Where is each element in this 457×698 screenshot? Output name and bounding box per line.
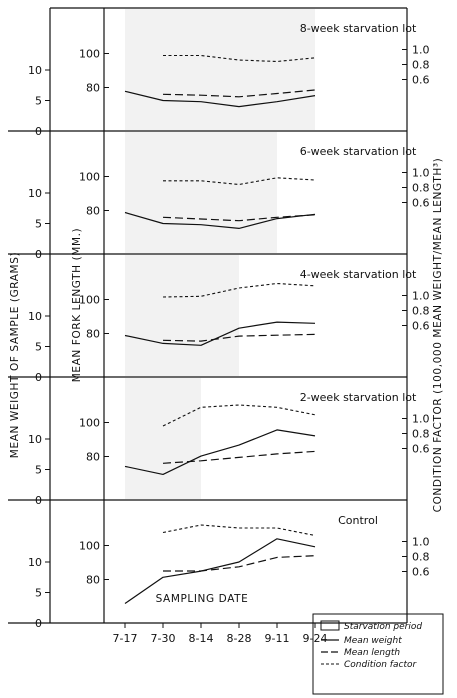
starvation-period-box <box>125 132 277 253</box>
length-tick-label: 100 <box>79 417 100 430</box>
length-tick-label: 80 <box>86 574 100 587</box>
panel-title: 4-week starvation lot <box>300 268 417 281</box>
length-tick-label: 80 <box>86 451 100 464</box>
mean-weight-line <box>124 211 316 229</box>
condition-tick-label: 1.0 <box>412 44 430 57</box>
condition-tick-label: 0.6 <box>412 197 430 210</box>
condition-tick-label: 1.0 <box>412 536 430 549</box>
condition-factor-line <box>162 404 316 427</box>
weight-tick-label: 10 <box>28 433 42 446</box>
starvation-period-box <box>125 255 239 376</box>
legend-label-length: Mean length <box>344 648 400 658</box>
y-axis-label-length: MEAN FORK LENGTH (MM.) <box>71 228 83 383</box>
condition-tick-label: 0.8 <box>412 551 430 564</box>
weight-tick-label: 0 <box>35 494 42 507</box>
panel-title: 6-week starvation lot <box>300 145 417 158</box>
mean-length-line <box>162 89 316 98</box>
weight-tick-label: 0 <box>35 617 42 630</box>
x-tick-label: 8-28 <box>227 632 252 645</box>
condition-factor-line <box>163 177 316 186</box>
condition-factor-line <box>162 282 316 298</box>
condition-tick-label: 0.8 <box>412 182 430 195</box>
weight-tick-label: 10 <box>28 187 42 200</box>
weight-tick-label: 10 <box>28 556 42 569</box>
condition-tick-label: 1.0 <box>412 290 430 303</box>
weight-tick-label: 5 <box>35 587 42 600</box>
panel-3: 0 5 10 80 100 0.6 0.8 1.0 4-week starvation lot <box>8 255 430 384</box>
mean-length-line <box>162 333 316 342</box>
weight-tick-label: 5 <box>35 464 42 477</box>
panel-1: 0 5 10 80 100 0.6 0.8 1.0 8-week starvation lot <box>8 9 430 138</box>
mean-length-line <box>163 555 316 572</box>
condition-tick-label: 0.8 <box>412 59 430 72</box>
panel-title: Control <box>338 514 378 527</box>
condition-tick-label: 0.6 <box>412 320 430 333</box>
weight-tick-label: 10 <box>28 64 42 77</box>
weight-tick-label: 10 <box>28 310 42 323</box>
condition-factor-line <box>162 524 316 537</box>
legend-frame <box>312 613 444 695</box>
length-tick-label: 80 <box>86 205 100 218</box>
x-tick-label: 9-24 <box>303 632 328 645</box>
condition-tick-label: 0.6 <box>412 566 430 579</box>
legend-label-starvation: Starvation period <box>344 622 422 632</box>
weight-tick-label: 0 <box>35 125 42 138</box>
x-tick-label: 9-11 <box>265 632 290 645</box>
condition-tick-label: 1.0 <box>412 413 430 426</box>
mean-weight-line <box>124 538 316 604</box>
x-tick-label: 7-30 <box>151 632 176 645</box>
x-tick-label: 7-17 <box>113 632 138 645</box>
x-tick-label: 8-14 <box>189 632 214 645</box>
condition-tick-label: 0.8 <box>412 305 430 318</box>
legend-starvation-swatch <box>320 620 340 631</box>
legend-label-weight: Mean weight <box>344 636 402 646</box>
length-tick-label: 100 <box>79 540 100 553</box>
y-axis-label-condition: CONDITION FACTOR (100,000 MEAN WEIGHT/ME… <box>432 158 444 513</box>
starvation-period-box <box>125 378 201 499</box>
length-tick-label: 80 <box>86 328 100 341</box>
mean-length-line <box>162 214 316 222</box>
length-tick-label: 100 <box>79 294 100 307</box>
legend: Starvation period Mean weight Mean lengt… <box>312 613 444 695</box>
weight-tick-label: 0 <box>35 248 42 261</box>
panel-4: 0 5 10 80 100 0.6 0.8 1.0 2-week starvation lot <box>8 378 430 507</box>
legend-label-condition: Condition factor <box>344 660 417 670</box>
condition-tick-label: 0.8 <box>412 428 430 441</box>
length-tick-label: 80 <box>86 82 100 95</box>
y-axis-label-weight: MEAN WEIGHT OF SAMPLE (GRAMS) <box>9 252 21 458</box>
weight-tick-label: 5 <box>35 95 42 108</box>
condition-factor-line <box>163 54 316 63</box>
condition-tick-label: 0.6 <box>412 74 430 87</box>
weight-tick-label: 0 <box>35 371 42 384</box>
panel-title: 8-week starvation lot <box>300 22 417 35</box>
length-tick-label: 100 <box>79 48 100 61</box>
condition-tick-label: 0.6 <box>412 443 430 456</box>
mean-weight-line <box>124 321 316 346</box>
panel-5: 0 5 10 80 100 0.6 0.8 1.0 Control <box>8 514 430 630</box>
panel-title: 2-week starvation lot <box>300 391 417 404</box>
panel-2: 0 5 10 80 100 0.6 0.8 1.0 6-week starvation lot <box>8 132 430 261</box>
length-tick-label: 100 <box>79 171 100 184</box>
x-axis: 7-17 7-30 8-14 8-28 9-11 9-24 <box>113 623 328 645</box>
mean-weight-line <box>124 429 316 475</box>
weight-tick-label: 5 <box>35 341 42 354</box>
weight-tick-label: 5 <box>35 218 42 231</box>
x-axis-label: SAMPLING DATE <box>156 593 249 605</box>
condition-tick-label: 1.0 <box>412 167 430 180</box>
starvation-period-box <box>125 9 315 130</box>
mean-weight-line <box>124 90 316 108</box>
